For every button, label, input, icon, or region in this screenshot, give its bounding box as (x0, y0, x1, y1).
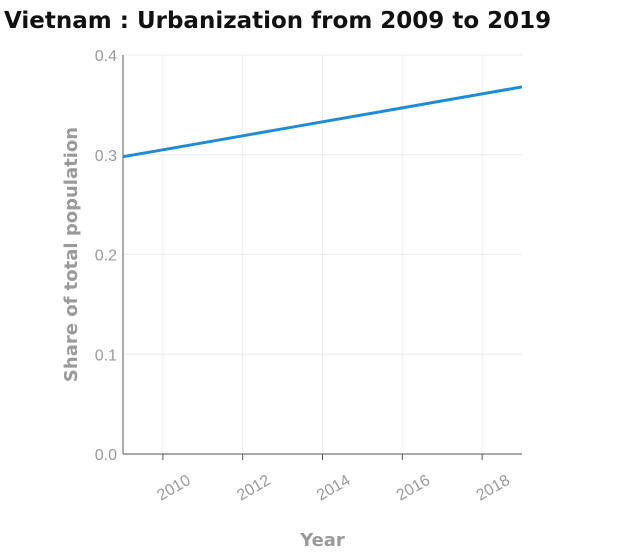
y-tick-label: 0.4 (95, 48, 117, 65)
series (122, 85, 523, 159)
data-point (202, 142, 204, 144)
axes (122, 55, 522, 460)
data-point (361, 114, 363, 116)
x-tick-label: 2018 (474, 472, 513, 505)
data-point (322, 121, 324, 123)
data-point (401, 107, 403, 109)
y-tick-label: 0.2 (95, 248, 117, 265)
x-axis-title: Year (299, 530, 345, 551)
x-tick-label: 2016 (394, 472, 433, 505)
x-tick-label: 2014 (314, 472, 353, 505)
x-tick-label: 2010 (154, 472, 193, 505)
data-point (162, 149, 164, 151)
data-point (521, 86, 523, 88)
data-point (122, 156, 124, 158)
x-tick-label: 2012 (234, 472, 273, 505)
data-point (481, 93, 483, 95)
data-point (242, 135, 244, 137)
tick-labels: 0.0 0.1 0.2 0.3 0.4 2010 2012 2014 2016 2018 (95, 48, 513, 504)
y-tick-label: 0.0 (95, 447, 117, 464)
y-axis-title: Share of total population (61, 127, 82, 382)
grid (123, 54, 522, 455)
data-point (282, 128, 284, 130)
y-tick-label: 0.1 (95, 347, 117, 364)
data-point (441, 100, 443, 102)
y-tick-label: 0.3 (95, 148, 117, 165)
series-line (122, 85, 523, 159)
chart-title: Vietnam : Urbanization from 2009 to 2019 (4, 8, 552, 34)
